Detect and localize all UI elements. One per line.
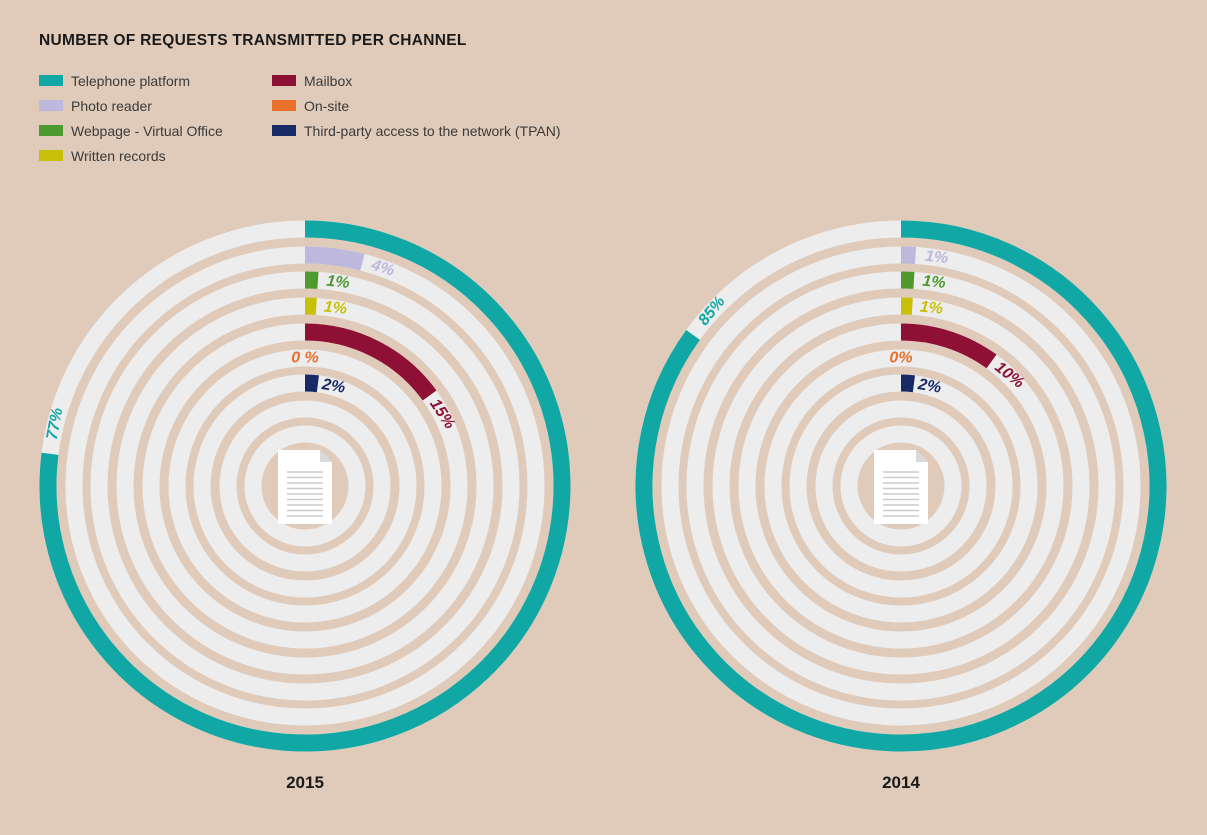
arc-photo-reader (304, 246, 365, 271)
document-fold (916, 450, 928, 462)
arc-third-party-access-to-the-network-tpan- (900, 374, 915, 393)
year-label: 2014 (882, 773, 920, 792)
legend-swatch (39, 125, 63, 136)
legend-swatch (272, 125, 296, 136)
value-label: 1% (326, 273, 351, 292)
legend-item-webpage-virtual-office: Webpage - Virtual Office (39, 118, 223, 143)
legend-label: Written records (71, 147, 166, 164)
legend-swatch (272, 75, 296, 86)
value-label: 77% (44, 407, 67, 442)
radial-chart-2014: 85%1%1%1%10%0%2%2014 (635, 220, 1167, 792)
value-label: 0 % (291, 349, 319, 366)
legend-item-photo-reader: Photo reader (39, 93, 223, 118)
ring-track (168, 349, 442, 623)
legend-label: Third-party access to the network (TPAN) (304, 122, 561, 139)
document-fold (320, 450, 332, 462)
year-label: 2015 (286, 773, 324, 792)
value-label: 1% (323, 299, 348, 318)
value-label: 2% (320, 376, 347, 397)
arc-mailbox (304, 323, 437, 401)
chart-title: NUMBER OF REQUESTS TRANSMITTED PER CHANN… (39, 32, 467, 49)
value-label: 1% (922, 273, 947, 292)
legend-item-written-records: Written records (39, 143, 223, 168)
document-icon (278, 450, 332, 524)
value-label: 1% (924, 248, 949, 267)
legend-swatch (39, 100, 63, 111)
legend-label: Mailbox (304, 72, 353, 89)
ring-track-decorative (219, 400, 391, 572)
ring-track (764, 349, 1038, 623)
legend-column-2: Mailbox On-site Third-party access to th… (272, 68, 560, 143)
value-label: 2% (916, 376, 943, 397)
value-label: 1% (919, 299, 944, 318)
legend-swatch (39, 150, 63, 161)
value-label: 0% (889, 349, 912, 366)
arc-telephone-platform (635, 220, 1167, 752)
legend-label: Photo reader (71, 97, 152, 114)
legend-swatch (272, 100, 296, 111)
radial-chart-2015: 77%4%1%1%15%0 %2%2015 (39, 220, 571, 792)
legend-swatch (39, 75, 63, 86)
legend-item-tpan: Third-party access to the network (TPAN) (272, 118, 560, 143)
legend-item-telephone-platform: Telephone platform (39, 68, 223, 93)
ring-track-decorative (815, 400, 987, 572)
ring-track-decorative (840, 425, 962, 547)
legend-item-on-site: On-site (272, 93, 560, 118)
legend-label: On-site (304, 97, 350, 114)
ring-track-decorative (244, 425, 366, 547)
arc-mailbox (900, 323, 997, 369)
legend-label: Telephone platform (71, 72, 191, 89)
legend-column-1: Telephone platform Photo reader Webpage … (39, 68, 223, 168)
value-label: 4% (368, 256, 396, 279)
arc-third-party-access-to-the-network-tpan- (304, 374, 319, 393)
legend-label: Webpage - Virtual Office (71, 122, 223, 139)
document-icon (874, 450, 928, 524)
arc-telephone-platform (39, 220, 571, 752)
legend-item-mailbox: Mailbox (272, 68, 560, 93)
